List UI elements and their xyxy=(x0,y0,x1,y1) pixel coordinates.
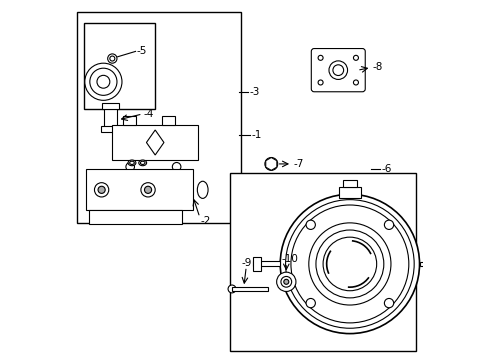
Text: -3: -3 xyxy=(249,87,260,98)
Ellipse shape xyxy=(140,161,145,165)
Bar xyxy=(102,103,119,109)
Circle shape xyxy=(305,220,315,229)
Circle shape xyxy=(281,276,291,287)
Text: -1: -1 xyxy=(251,130,262,140)
Circle shape xyxy=(323,237,376,291)
Text: -9: -9 xyxy=(241,258,251,268)
Bar xyxy=(123,116,135,125)
Circle shape xyxy=(172,162,181,171)
Text: -10: -10 xyxy=(281,254,298,264)
Ellipse shape xyxy=(129,161,134,165)
Ellipse shape xyxy=(197,181,207,198)
Circle shape xyxy=(384,220,393,229)
Circle shape xyxy=(276,272,295,292)
Circle shape xyxy=(290,205,408,323)
Bar xyxy=(77,12,241,223)
Polygon shape xyxy=(146,130,163,155)
Bar xyxy=(162,116,175,125)
Circle shape xyxy=(98,186,105,193)
Circle shape xyxy=(94,183,108,197)
Circle shape xyxy=(305,298,315,308)
Bar xyxy=(231,287,267,291)
Circle shape xyxy=(280,194,419,334)
Circle shape xyxy=(90,68,117,95)
Circle shape xyxy=(317,80,323,85)
Bar xyxy=(85,169,192,210)
Circle shape xyxy=(110,56,115,61)
Bar xyxy=(342,180,356,187)
Circle shape xyxy=(144,186,151,193)
Bar xyxy=(419,262,442,266)
Circle shape xyxy=(141,183,155,197)
Bar xyxy=(83,23,155,109)
Circle shape xyxy=(84,63,122,100)
Circle shape xyxy=(308,223,390,305)
Text: -6: -6 xyxy=(381,164,391,174)
Circle shape xyxy=(285,200,413,328)
Bar xyxy=(104,109,117,128)
Circle shape xyxy=(227,285,235,293)
Text: -2: -2 xyxy=(201,216,211,226)
Text: -8: -8 xyxy=(372,63,382,72)
Bar xyxy=(339,187,360,198)
Circle shape xyxy=(384,298,393,308)
Circle shape xyxy=(332,65,343,76)
FancyBboxPatch shape xyxy=(311,49,365,92)
Bar xyxy=(253,261,280,266)
Circle shape xyxy=(283,279,288,284)
Circle shape xyxy=(353,80,358,85)
Bar xyxy=(230,173,415,351)
Bar xyxy=(89,210,182,224)
Ellipse shape xyxy=(128,160,136,166)
Bar xyxy=(112,125,198,160)
Circle shape xyxy=(97,75,110,88)
Circle shape xyxy=(317,55,323,60)
Circle shape xyxy=(107,54,117,63)
Circle shape xyxy=(125,162,134,171)
Bar xyxy=(253,257,261,271)
Circle shape xyxy=(353,55,358,60)
Circle shape xyxy=(328,61,347,80)
FancyBboxPatch shape xyxy=(437,254,451,274)
Text: -4: -4 xyxy=(143,109,154,119)
Circle shape xyxy=(267,161,274,167)
Text: -5: -5 xyxy=(136,46,147,57)
Polygon shape xyxy=(265,157,276,170)
Bar xyxy=(101,126,121,132)
Text: -7: -7 xyxy=(292,159,303,169)
Ellipse shape xyxy=(139,160,146,166)
Circle shape xyxy=(264,157,277,170)
Circle shape xyxy=(315,230,383,298)
